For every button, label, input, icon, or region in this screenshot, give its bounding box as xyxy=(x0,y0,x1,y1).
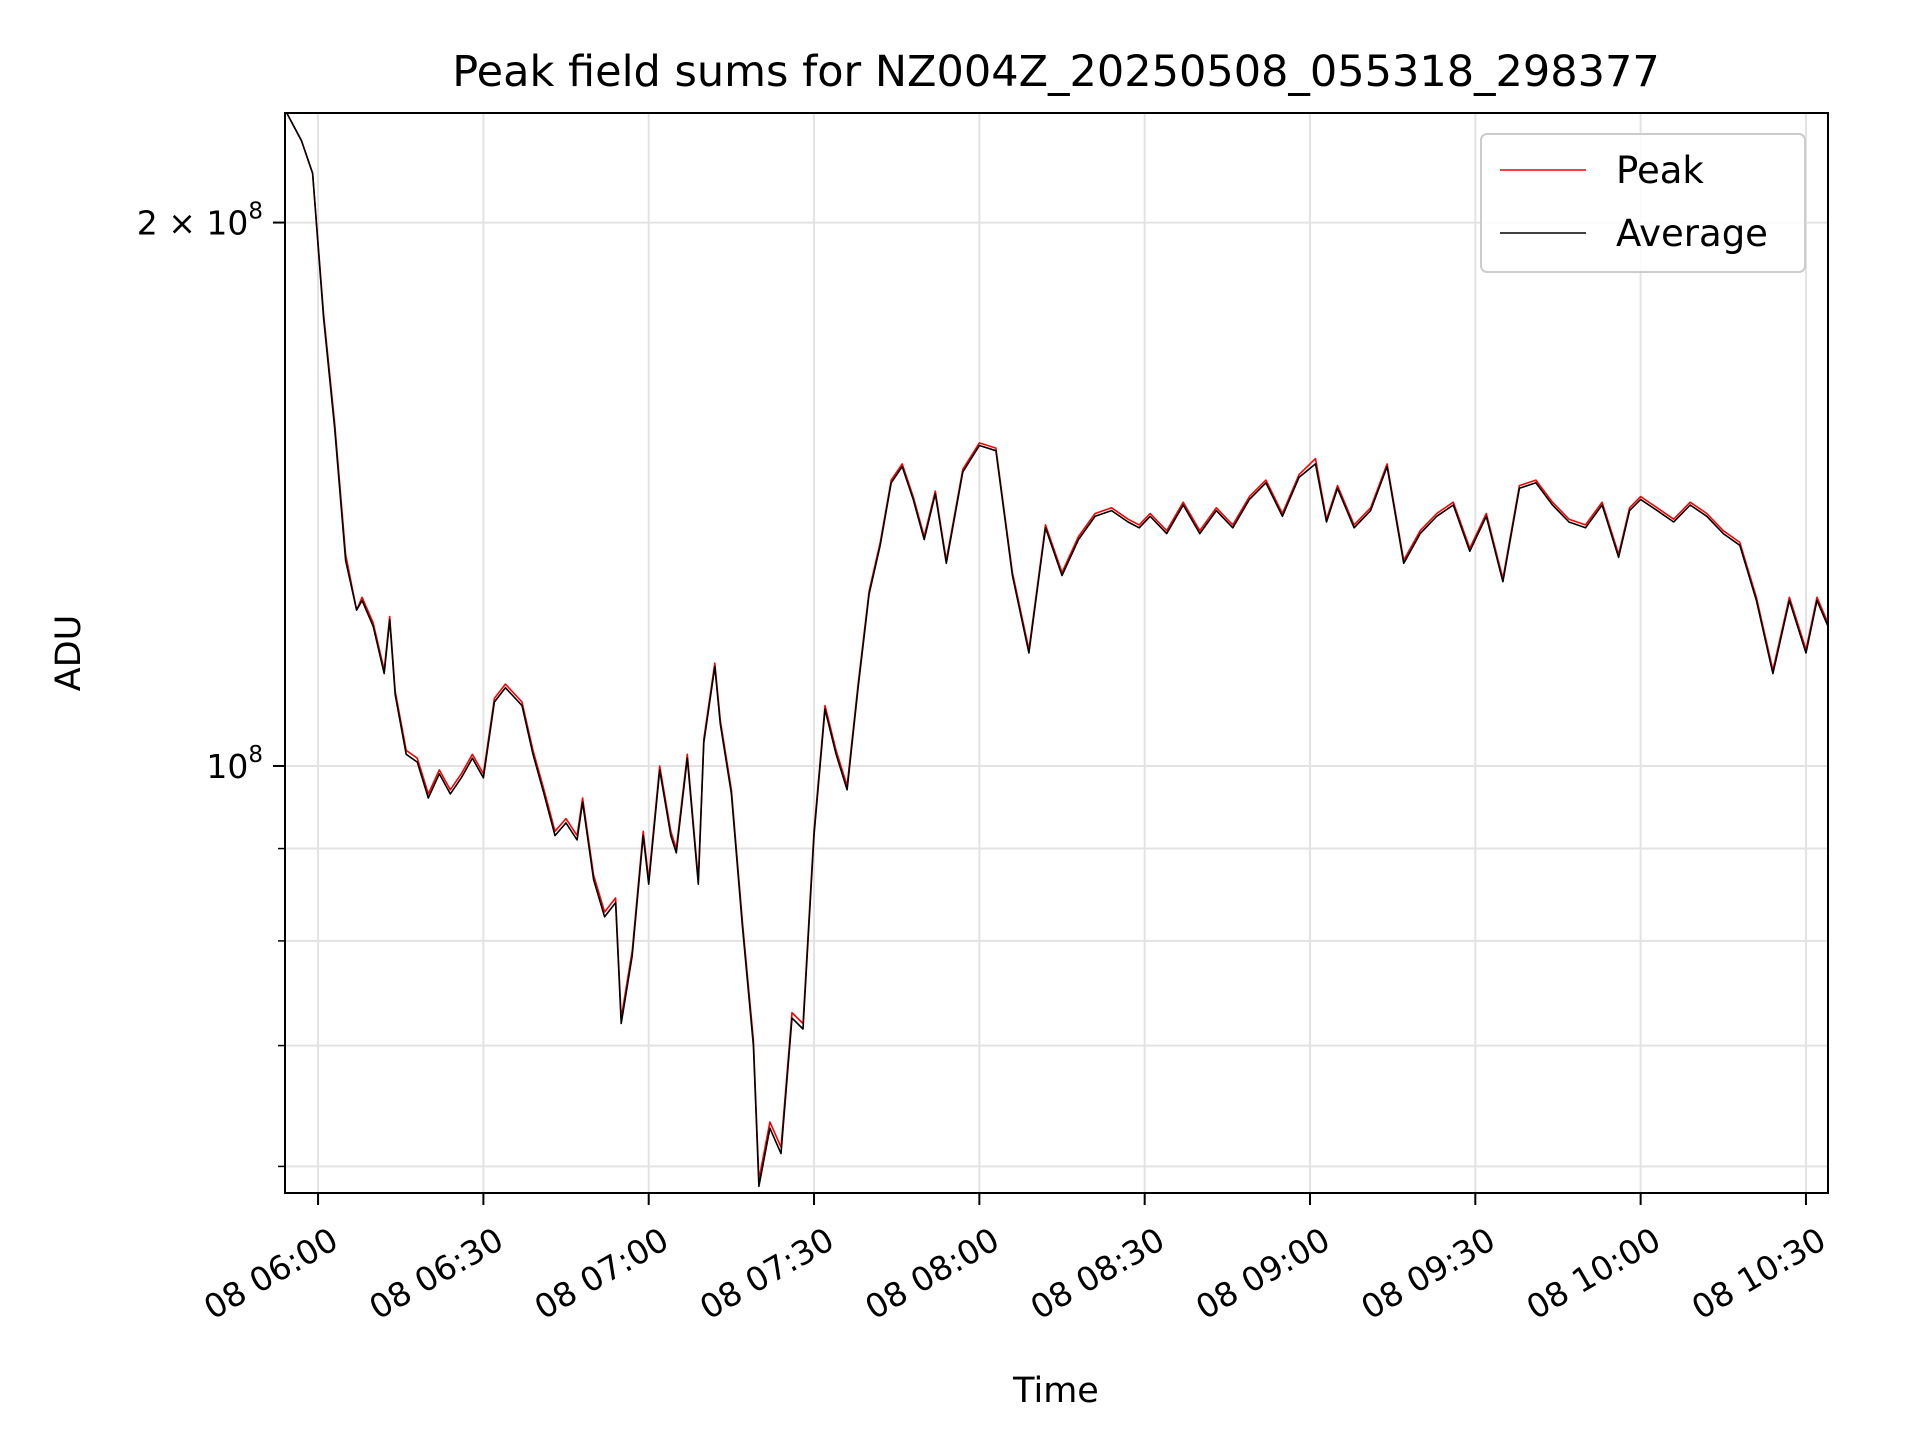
plot-frame xyxy=(284,112,1829,1194)
legend: Peak Average xyxy=(1480,133,1806,273)
y-tick-label: 2 × 108 xyxy=(137,199,263,243)
y-axis: 108 2 × 108 xyxy=(137,199,285,1168)
legend-label-peak: Peak xyxy=(1616,149,1704,192)
x-axis-label: Time xyxy=(1012,1371,1099,1411)
legend-box xyxy=(1480,133,1806,273)
chart-title: Peak field sums for NZ004Z_20250508_0553… xyxy=(452,47,1659,97)
series-layer xyxy=(285,113,1828,1188)
series-line-average xyxy=(285,113,1828,1188)
y-tick-label: 108 xyxy=(206,742,263,786)
y-axis-label: ADU xyxy=(49,615,89,692)
legend-label-average: Average xyxy=(1616,212,1768,255)
series-line-peak xyxy=(285,113,1828,1181)
